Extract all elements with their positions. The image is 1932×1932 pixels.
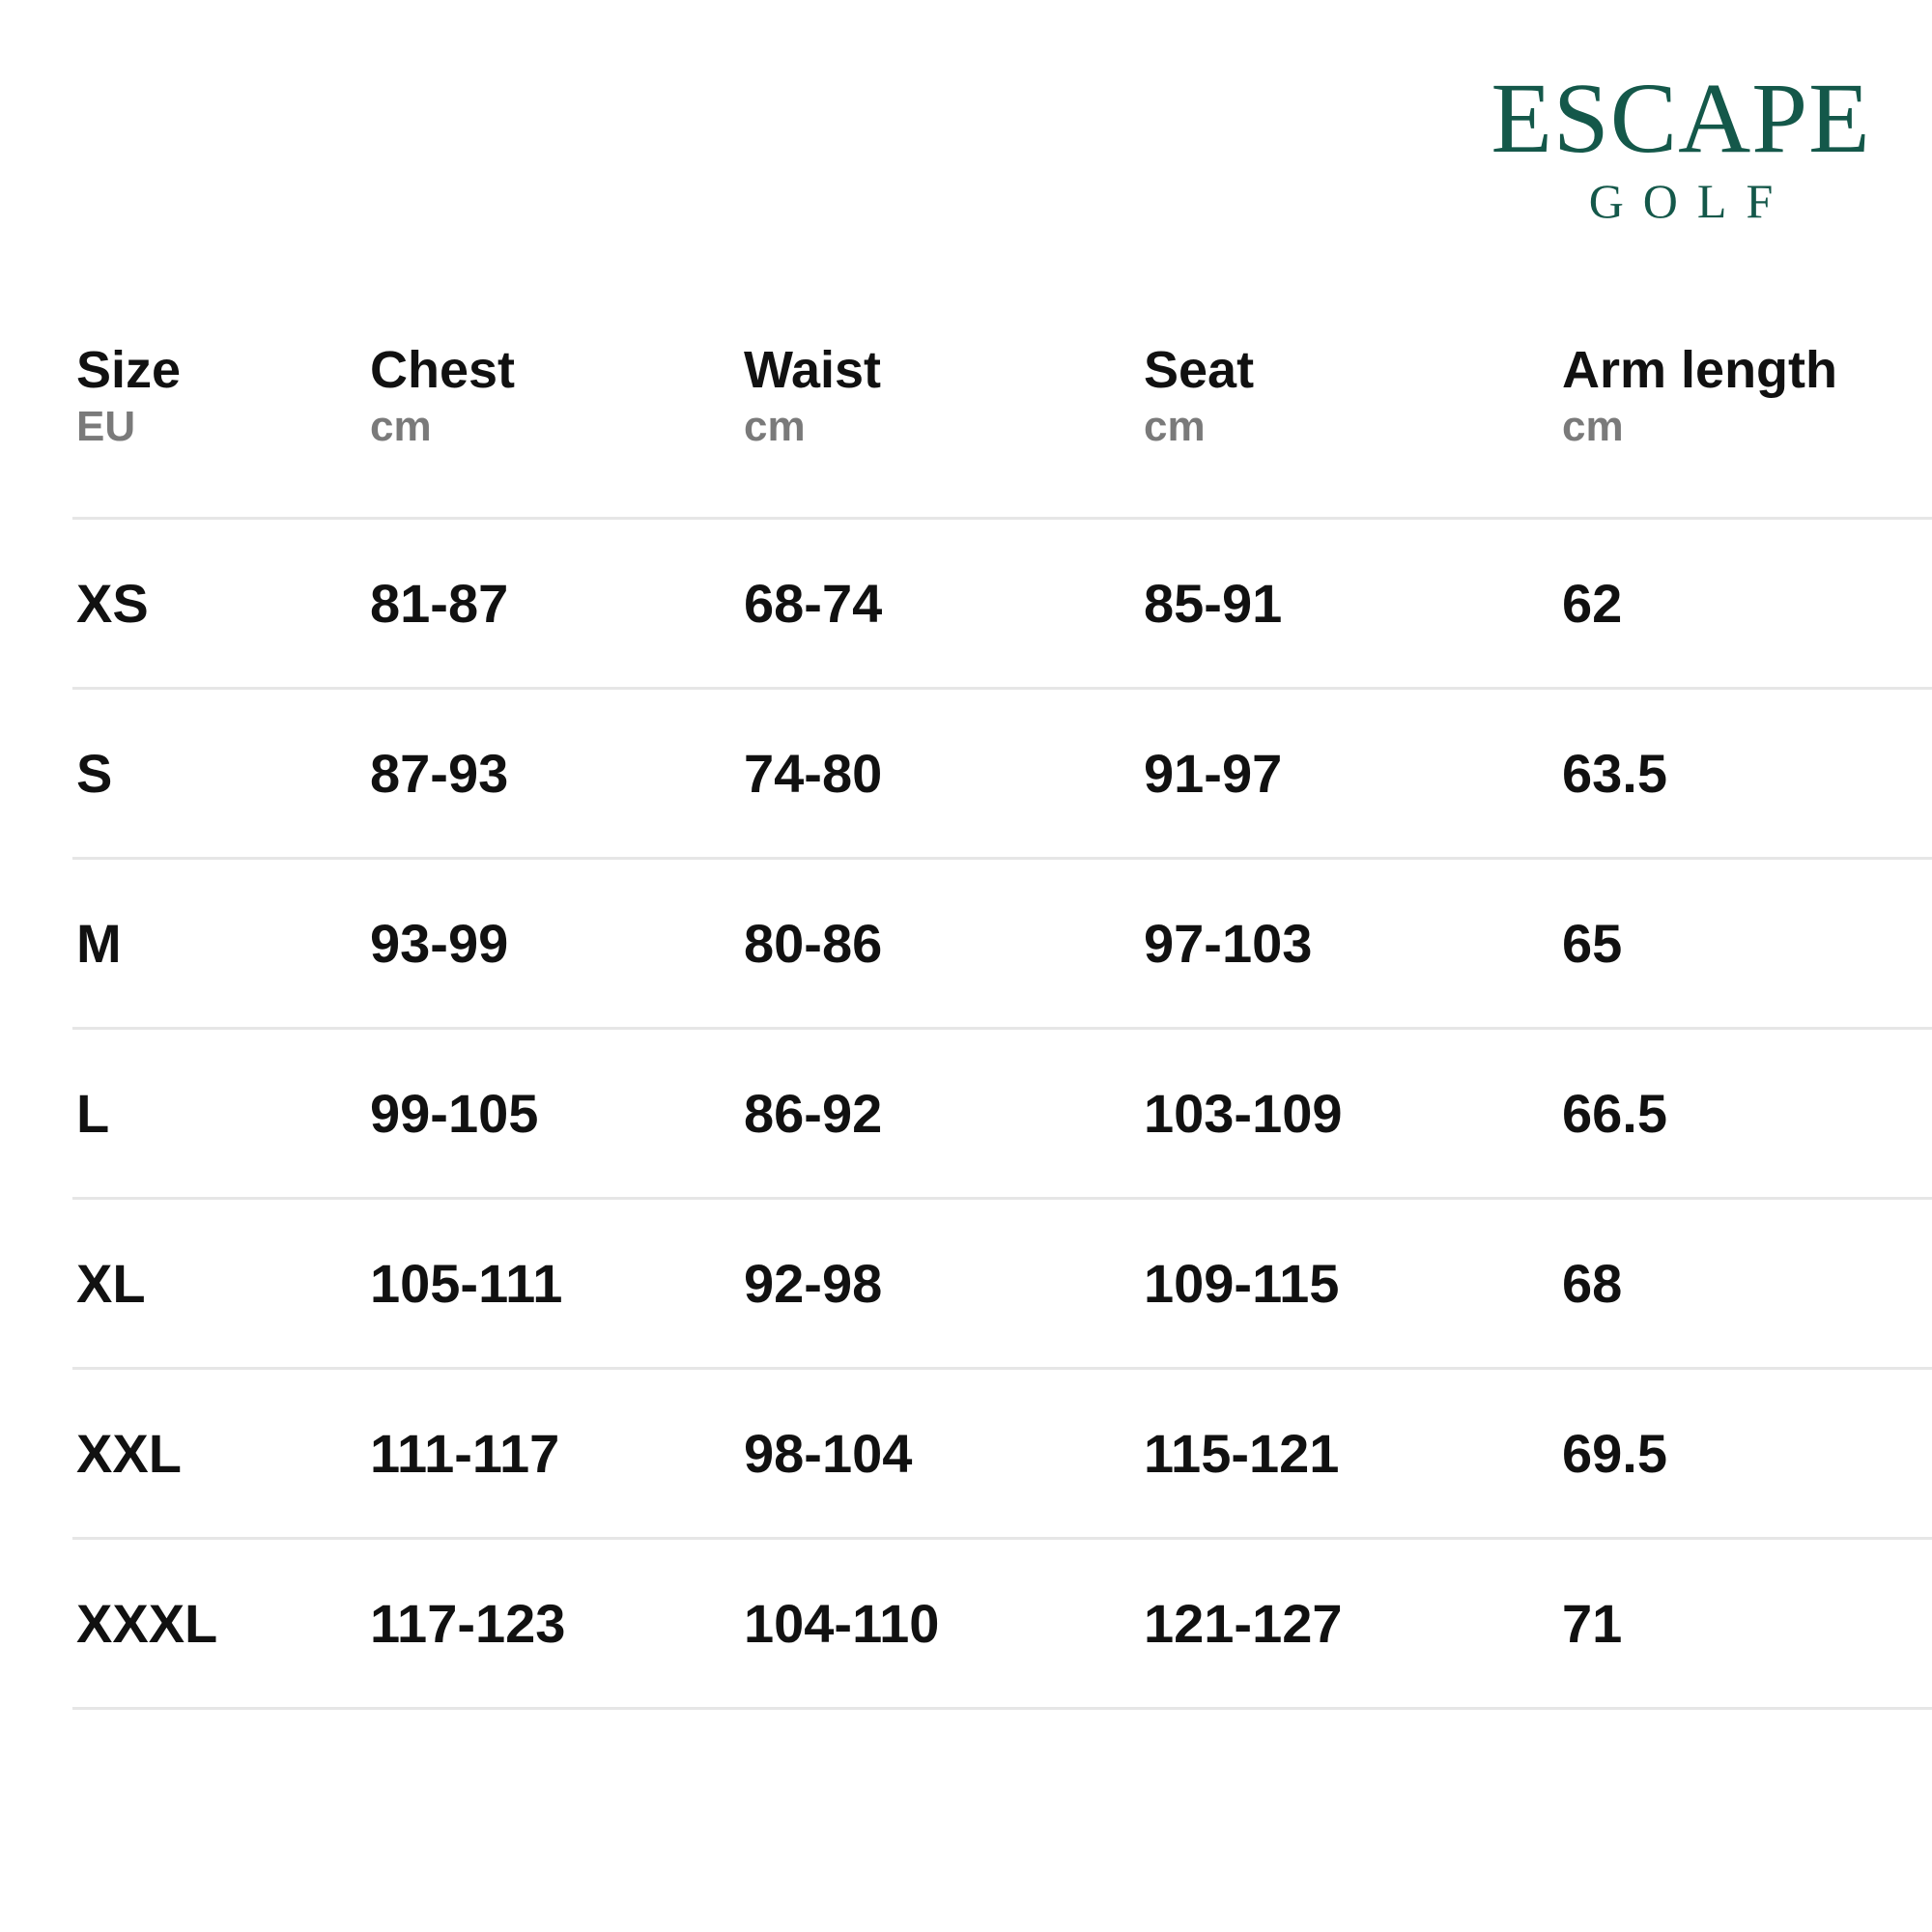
table-cell: 99-105 xyxy=(370,1083,539,1144)
table-cell: 109-115 xyxy=(1144,1253,1340,1314)
column-unit: cm xyxy=(370,403,432,450)
table-cell: 85-91 xyxy=(1144,573,1283,634)
column-unit: cm xyxy=(744,403,806,450)
table-cell: XXL xyxy=(76,1423,182,1484)
table-cell: 66.5 xyxy=(1562,1083,1667,1144)
table-row: XL 105-111 92-98 109-115 68 xyxy=(0,1199,1932,1369)
table-row: XXXL 117-123 104-110 121-127 71 xyxy=(0,1539,1932,1709)
table-cell: 117-123 xyxy=(370,1593,566,1654)
table-cell: 74-80 xyxy=(744,743,883,804)
logo-wordmark: ESCAPE xyxy=(1491,63,1871,174)
column-title: Chest xyxy=(370,341,516,399)
table-cell: 63.5 xyxy=(1562,743,1667,804)
table-cell: 92-98 xyxy=(744,1253,883,1314)
column-header-seat: Seat cm xyxy=(1144,340,1254,454)
table-cell: 80-86 xyxy=(744,913,883,974)
table-cell: XS xyxy=(76,573,149,634)
table-cell: 97-103 xyxy=(1144,913,1313,974)
table-cell: 68 xyxy=(1562,1253,1623,1314)
table-cell: XL xyxy=(76,1253,146,1314)
table-cell: 69.5 xyxy=(1562,1423,1667,1484)
row-divider xyxy=(72,1707,1932,1710)
table-cell: 81-87 xyxy=(370,573,509,634)
table-cell: S xyxy=(76,743,113,804)
column-unit: EU xyxy=(76,403,136,450)
table-row: S 87-93 74-80 91-97 63.5 xyxy=(0,689,1932,859)
column-title: Seat xyxy=(1144,341,1255,399)
table-cell: M xyxy=(76,913,122,974)
row-divider xyxy=(72,1027,1932,1030)
column-title: Arm length xyxy=(1562,341,1838,399)
row-divider xyxy=(72,687,1932,690)
table-cell: 65 xyxy=(1562,913,1623,974)
table-cell: 115-121 xyxy=(1144,1423,1340,1484)
table-cell: 91-97 xyxy=(1144,743,1283,804)
table-row: XS 81-87 68-74 85-91 62 xyxy=(0,519,1932,689)
table-cell: 98-104 xyxy=(744,1423,913,1484)
table-cell: 105-111 xyxy=(370,1253,563,1314)
row-divider xyxy=(72,1537,1932,1540)
column-header-chest: Chest cm xyxy=(370,340,515,454)
logo-subtitle: GOLF xyxy=(1588,174,1793,228)
table-cell: 87-93 xyxy=(370,743,509,804)
escape-golf-logo: ESCAPE GOLF xyxy=(1488,63,1874,229)
table-cell: 68-74 xyxy=(744,573,883,634)
column-header-waist: Waist cm xyxy=(744,340,881,454)
column-unit: cm xyxy=(1144,403,1206,450)
column-header-arm-length: Arm length cm xyxy=(1562,340,1837,454)
table-row: XXL 111-117 98-104 115-121 69.5 xyxy=(0,1369,1932,1539)
table-cell: L xyxy=(76,1083,110,1144)
table-cell: 111-117 xyxy=(370,1423,560,1484)
row-divider xyxy=(72,517,1932,520)
column-title: Waist xyxy=(744,341,882,399)
table-row: L 99-105 86-92 103-109 66.5 xyxy=(0,1029,1932,1199)
table-cell: 62 xyxy=(1562,573,1623,634)
table-cell: 71 xyxy=(1562,1593,1623,1654)
column-header-size: Size EU xyxy=(76,340,181,454)
table-cell: XXXL xyxy=(76,1593,218,1654)
column-title: Size xyxy=(76,341,182,399)
column-unit: cm xyxy=(1562,403,1624,450)
row-divider xyxy=(72,857,1932,860)
row-divider xyxy=(72,1367,1932,1370)
table-cell: 93-99 xyxy=(370,913,509,974)
table-cell: 86-92 xyxy=(744,1083,883,1144)
table-cell: 104-110 xyxy=(744,1593,940,1654)
table-cell: 121-127 xyxy=(1144,1593,1343,1654)
table-row: M 93-99 80-86 97-103 65 xyxy=(0,859,1932,1029)
table-cell: 103-109 xyxy=(1144,1083,1343,1144)
row-divider xyxy=(72,1197,1932,1200)
